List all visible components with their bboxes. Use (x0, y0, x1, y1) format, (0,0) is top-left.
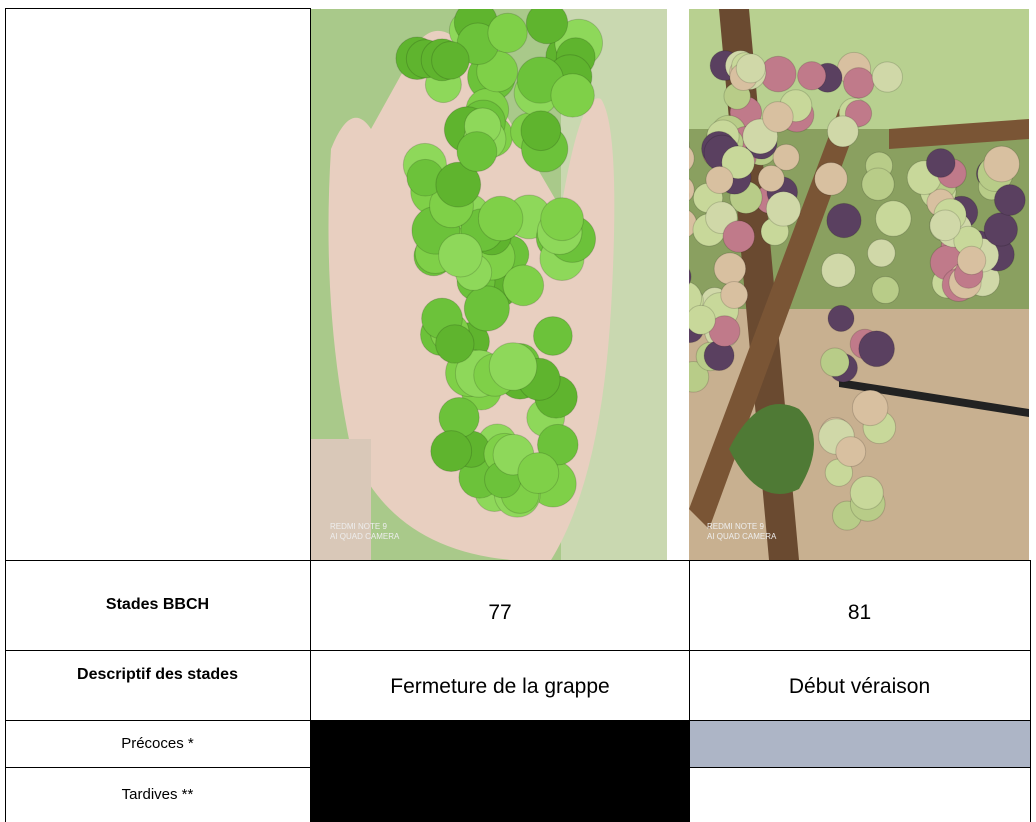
cell: Fermeture de la grappe (390, 675, 610, 698)
grape (993, 184, 1026, 216)
grape (797, 61, 827, 91)
cell: Début véraison (788, 675, 931, 698)
border (5, 560, 1030, 561)
border (689, 767, 1030, 768)
grape (689, 360, 710, 393)
grape (487, 12, 528, 54)
grape (821, 252, 856, 288)
grape (430, 430, 473, 473)
grape (871, 61, 903, 93)
watermark-line: AI QUAD CAMERA (330, 532, 400, 541)
grape (827, 304, 855, 332)
grape (826, 115, 859, 148)
grape (689, 178, 695, 202)
grape (533, 316, 573, 356)
grape (842, 67, 875, 99)
grape (705, 165, 734, 195)
grape (689, 268, 692, 286)
grape (488, 342, 538, 391)
grape (525, 9, 569, 45)
grape (520, 110, 562, 152)
watermark: REDMI NOTE 9 AI QUAD CAMERA (330, 522, 399, 542)
row-label: Stades BBCH (105, 596, 210, 613)
watermark-line: REDMI NOTE 9 (707, 522, 764, 531)
grape (735, 53, 766, 84)
photo-green-grapes (311, 9, 667, 560)
grape (502, 264, 545, 307)
row-label: Tardives ** (121, 786, 194, 803)
black-cell (311, 720, 689, 822)
grape (871, 275, 900, 305)
grape (867, 238, 896, 268)
grape (849, 475, 884, 510)
grape (540, 197, 584, 242)
grape (835, 436, 867, 468)
grape (435, 324, 475, 364)
grape (983, 145, 1020, 183)
watermark-line: REDMI NOTE 9 (330, 522, 387, 531)
grape (720, 281, 749, 309)
border (5, 650, 1030, 651)
grape (861, 167, 895, 201)
grape (772, 143, 800, 171)
grape (438, 232, 483, 278)
grape (814, 162, 848, 196)
grape (851, 389, 889, 427)
grape (689, 146, 695, 171)
grape (722, 220, 756, 253)
border (5, 8, 310, 9)
cell: 81 (847, 601, 872, 624)
grape (983, 212, 1018, 247)
border (689, 560, 690, 822)
grape (689, 304, 716, 335)
border (1030, 560, 1031, 822)
watermark: REDMI NOTE 9 AI QUAD CAMERA (707, 522, 776, 542)
grape (721, 145, 755, 180)
grape (765, 191, 802, 227)
row-label: Descriptif des stades (77, 666, 238, 683)
row-label: Précoces * (121, 735, 194, 752)
grape (550, 73, 595, 118)
grape (929, 209, 962, 242)
grape (858, 330, 895, 368)
grape (925, 148, 956, 178)
border (310, 8, 311, 822)
grape (537, 423, 579, 466)
grape (820, 347, 850, 378)
border (5, 8, 6, 822)
grape (762, 101, 794, 133)
watermark-line: AI QUAD CAMERA (707, 532, 777, 541)
cell: 77 (488, 601, 512, 624)
grape (431, 41, 470, 80)
grape (956, 245, 987, 276)
grape (477, 195, 524, 242)
photo-veraison-grapes (689, 9, 1029, 560)
gray-cell (689, 720, 1030, 767)
grape (435, 161, 482, 208)
grape (456, 131, 498, 172)
grape (713, 252, 747, 286)
border (5, 720, 1030, 721)
border (5, 767, 311, 768)
grape (875, 200, 912, 237)
grape (517, 452, 560, 495)
grape (757, 164, 785, 193)
grape (463, 285, 510, 332)
grape (826, 202, 862, 239)
